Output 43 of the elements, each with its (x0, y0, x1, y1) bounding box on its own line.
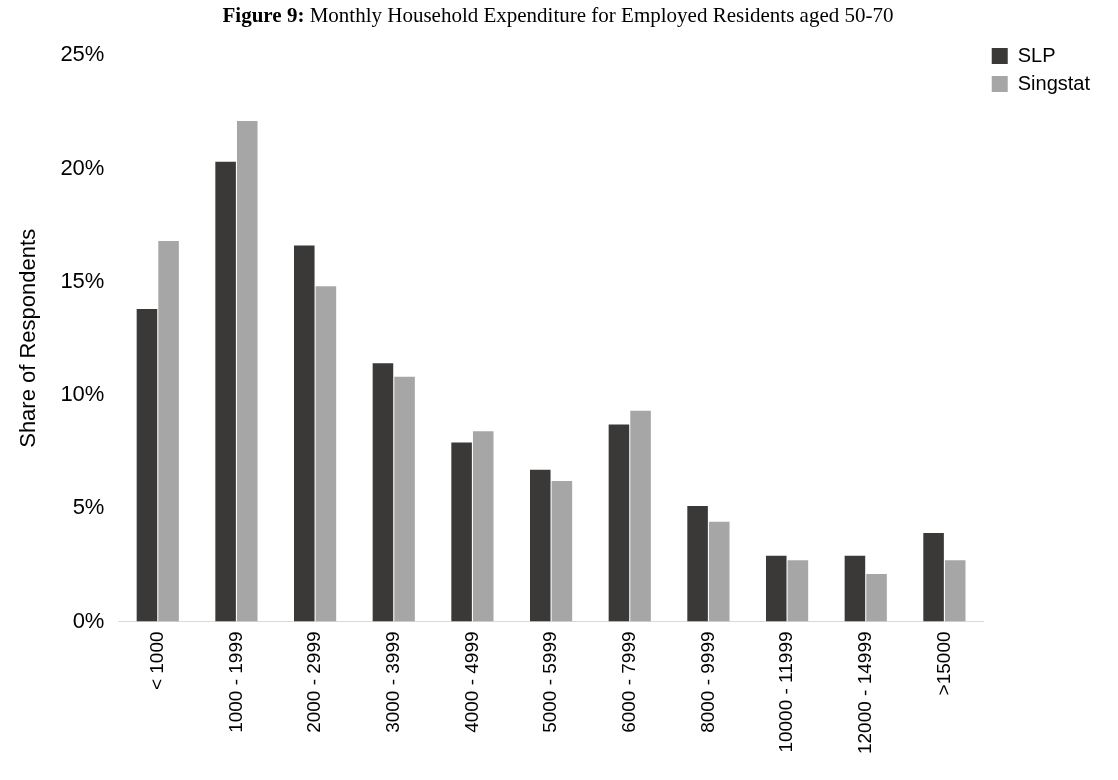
y-tick-label: 15% (60, 267, 105, 293)
x-tick-label: < 1000 (146, 631, 167, 691)
x-tick-label: 12000 - 14999 (853, 631, 875, 755)
legend-label: SLP (1017, 43, 1056, 66)
x-tick-label: 8000 - 9999 (696, 631, 718, 733)
bar (236, 120, 258, 622)
x-tick-label: 6000 - 7999 (617, 631, 639, 733)
x-tick-label: 1000 - 1999 (224, 631, 246, 733)
bar (923, 533, 944, 622)
y-tick-label: 20% (60, 154, 105, 180)
x-tick-label: 5000 - 5999 (539, 631, 561, 733)
bar (215, 161, 236, 622)
x-tick-label: 10000 - 11999 (775, 631, 797, 753)
y-tick-label: 25% (60, 41, 105, 67)
bar (944, 560, 966, 622)
bar (451, 442, 472, 622)
bar (315, 286, 337, 622)
bar (294, 245, 315, 622)
y-tick-label: 5% (72, 494, 105, 520)
x-tick-label: 2000 - 2999 (303, 631, 325, 733)
bar (472, 431, 494, 622)
bar (708, 521, 730, 622)
chart-title: Figure 9: Monthly Household Expenditure for Employed Residents aged 50-70 (222, 3, 894, 27)
bar (844, 555, 866, 622)
bar (136, 308, 158, 622)
bar (866, 573, 887, 622)
y-tick-label: 0% (72, 607, 105, 633)
bar (630, 410, 651, 622)
bar (158, 240, 179, 622)
y-tick-label: 10% (60, 381, 105, 407)
bar (551, 481, 573, 622)
bar (787, 560, 809, 622)
bar (372, 363, 394, 622)
x-tick-label: 3000 - 3999 (381, 631, 403, 733)
bar (765, 555, 787, 622)
bar (394, 376, 415, 622)
bar (608, 424, 630, 622)
y-axis-title: Share of Respondents (15, 228, 41, 448)
x-tick-label: >15000 (932, 631, 954, 696)
legend-label: Singstat (1017, 71, 1091, 94)
bar (529, 469, 551, 622)
bar (687, 505, 708, 622)
x-tick-label: 4000 - 4999 (460, 631, 482, 733)
